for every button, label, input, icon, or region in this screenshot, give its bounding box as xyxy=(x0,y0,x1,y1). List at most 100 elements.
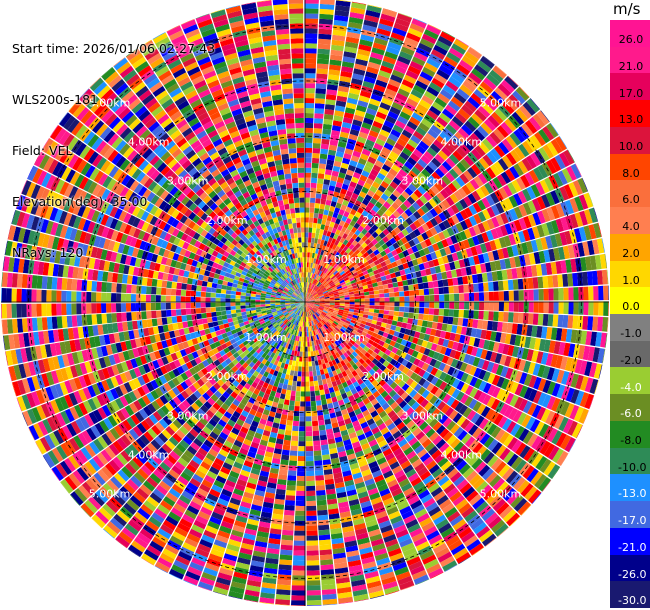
gate-cell xyxy=(316,400,322,406)
gate-cell xyxy=(305,302,309,306)
gate-cell xyxy=(556,450,569,466)
gate-cell xyxy=(314,304,320,307)
gate-cell xyxy=(454,350,462,360)
gate-cell xyxy=(456,415,467,427)
gate-cell xyxy=(309,303,315,306)
gate-cell xyxy=(425,392,434,402)
gate-cell xyxy=(285,389,292,396)
gate-cell xyxy=(305,381,310,387)
gate-cell xyxy=(449,491,462,503)
gate-cell xyxy=(151,278,158,287)
gate-cell xyxy=(443,483,456,495)
gate-cell xyxy=(451,368,460,378)
gate-cell xyxy=(321,311,327,316)
gate-cell xyxy=(314,455,322,461)
gate-cell xyxy=(535,456,548,471)
gate-cell xyxy=(517,312,524,324)
gate-cell xyxy=(349,339,356,345)
gate-cell xyxy=(600,332,607,348)
gate-cell xyxy=(386,378,394,386)
gate-cell xyxy=(382,318,388,324)
gate-cell xyxy=(428,464,440,475)
gate-cell xyxy=(474,461,487,474)
gate-cell xyxy=(389,340,396,347)
gate-cell xyxy=(435,329,442,338)
gate-cell xyxy=(146,319,153,328)
gate-cell xyxy=(121,283,127,293)
gate-cell xyxy=(450,399,460,410)
gate-cell xyxy=(447,468,459,479)
gate-cell xyxy=(363,311,369,315)
gate-cell xyxy=(538,338,546,352)
gate-cell xyxy=(464,451,476,463)
gate-cell xyxy=(402,429,412,439)
gate-cell xyxy=(310,400,317,407)
gate-cell xyxy=(333,335,339,341)
gate-cell xyxy=(372,365,380,372)
gate-cell xyxy=(499,354,507,366)
gate-cell xyxy=(306,535,318,541)
gate-cell xyxy=(425,414,435,425)
gate-cell xyxy=(343,352,349,359)
gate-cell xyxy=(200,302,206,308)
gate-cell xyxy=(310,302,315,303)
gate-cell xyxy=(514,425,525,439)
gate-cell xyxy=(297,471,306,477)
gate-cell xyxy=(526,468,539,483)
gate-cell xyxy=(323,383,329,390)
gate-cell xyxy=(283,399,290,406)
gate-cell xyxy=(450,423,460,435)
gate-cell xyxy=(141,285,147,294)
gate-cell xyxy=(165,302,171,310)
gate-cell xyxy=(76,291,82,303)
gate-cell xyxy=(324,303,330,305)
gate-cell xyxy=(560,401,570,416)
gate-cell xyxy=(313,307,318,310)
gate-cell xyxy=(498,464,511,478)
gate-cell xyxy=(511,323,518,335)
gate-cell xyxy=(306,470,315,477)
gate-cell xyxy=(361,339,368,346)
gate-cell xyxy=(300,346,303,352)
gate-cell xyxy=(305,451,314,457)
gate-cell xyxy=(328,309,334,313)
gate-cell xyxy=(478,338,486,349)
gate-cell xyxy=(297,461,306,467)
gate-cell xyxy=(305,366,309,372)
gate-cell xyxy=(211,282,218,289)
gate-cell xyxy=(405,386,414,395)
gate-cell xyxy=(388,310,395,316)
gate-cell xyxy=(191,284,197,291)
gate-cell xyxy=(546,396,556,410)
gate-cell xyxy=(358,371,365,379)
gate-cell xyxy=(319,429,327,436)
gate-cell xyxy=(140,294,146,303)
gate-cell xyxy=(482,468,494,481)
gate-cell xyxy=(106,313,113,324)
gate-cell xyxy=(345,320,351,325)
gate-cell xyxy=(349,306,355,310)
gate-cell xyxy=(155,302,161,311)
gate-cell xyxy=(477,358,485,369)
gate-cell xyxy=(508,407,518,421)
gate-cell xyxy=(434,301,440,309)
gate-cell xyxy=(488,516,502,529)
gate-cell xyxy=(384,306,390,311)
gate-cell xyxy=(353,312,359,316)
gate-cell xyxy=(552,314,559,327)
gate-cell xyxy=(161,317,168,325)
gate-cell xyxy=(317,509,328,516)
gate-cell xyxy=(397,388,405,397)
gate-cell xyxy=(488,311,494,321)
gate-cell xyxy=(417,448,428,459)
gate-cell xyxy=(130,303,137,312)
gate-cell xyxy=(349,304,355,307)
gate-cell xyxy=(539,440,551,455)
gate-cell xyxy=(527,313,534,325)
gate-cell xyxy=(327,320,333,326)
gate-cell xyxy=(313,306,319,309)
gate-cell xyxy=(456,370,465,381)
gate-cell xyxy=(316,494,327,501)
gate-cell xyxy=(311,415,318,422)
gate-cell xyxy=(325,315,331,320)
